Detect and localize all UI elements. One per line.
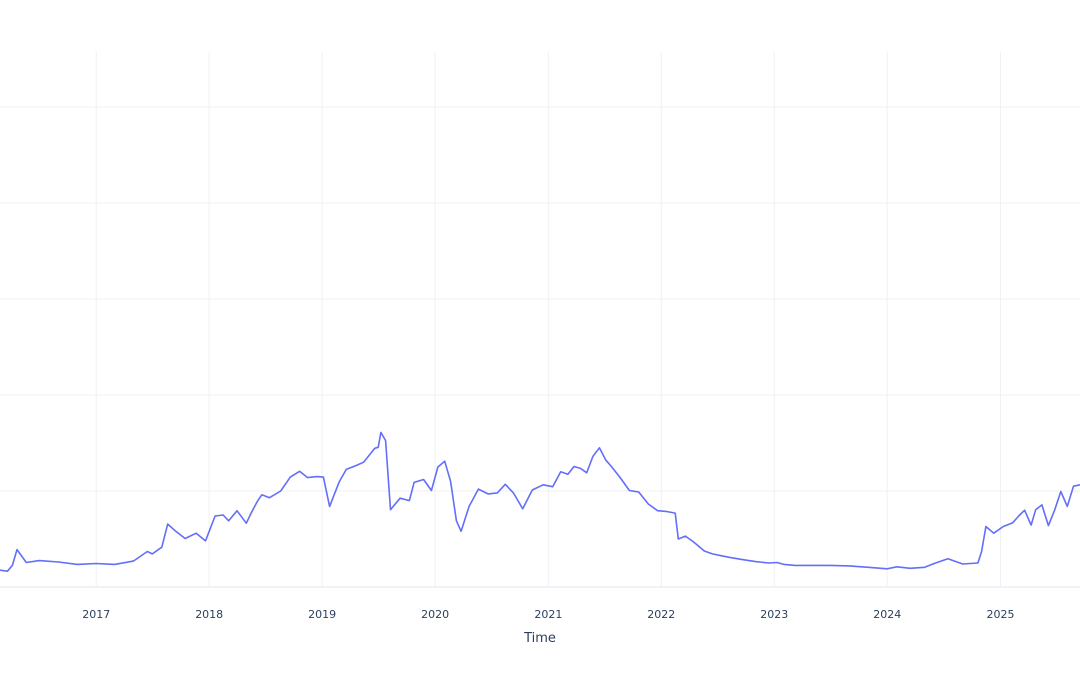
x-tick-label: 2025	[986, 608, 1014, 621]
y-gridlines	[0, 106, 1080, 588]
x-tick-label: 2022	[647, 608, 675, 621]
x-gridlines	[95, 52, 1001, 587]
x-tick-label: 2024	[873, 608, 901, 621]
series-line	[0, 431, 1080, 573]
x-tick-label: 2020	[421, 608, 449, 621]
x-tick-label: 2017	[82, 608, 110, 621]
x-tick-label: 2021	[534, 608, 562, 621]
x-axis-title: Time	[523, 631, 556, 646]
x-tick-label: 2019	[308, 608, 336, 621]
x-tick-label: 2023	[760, 608, 788, 621]
x-tick-labels: 2017 2018 2019 2020 2021 2022 2023 2024 2025	[82, 608, 1014, 621]
x-tick-label: 2018	[195, 608, 223, 621]
series-layer	[0, 431, 1080, 573]
